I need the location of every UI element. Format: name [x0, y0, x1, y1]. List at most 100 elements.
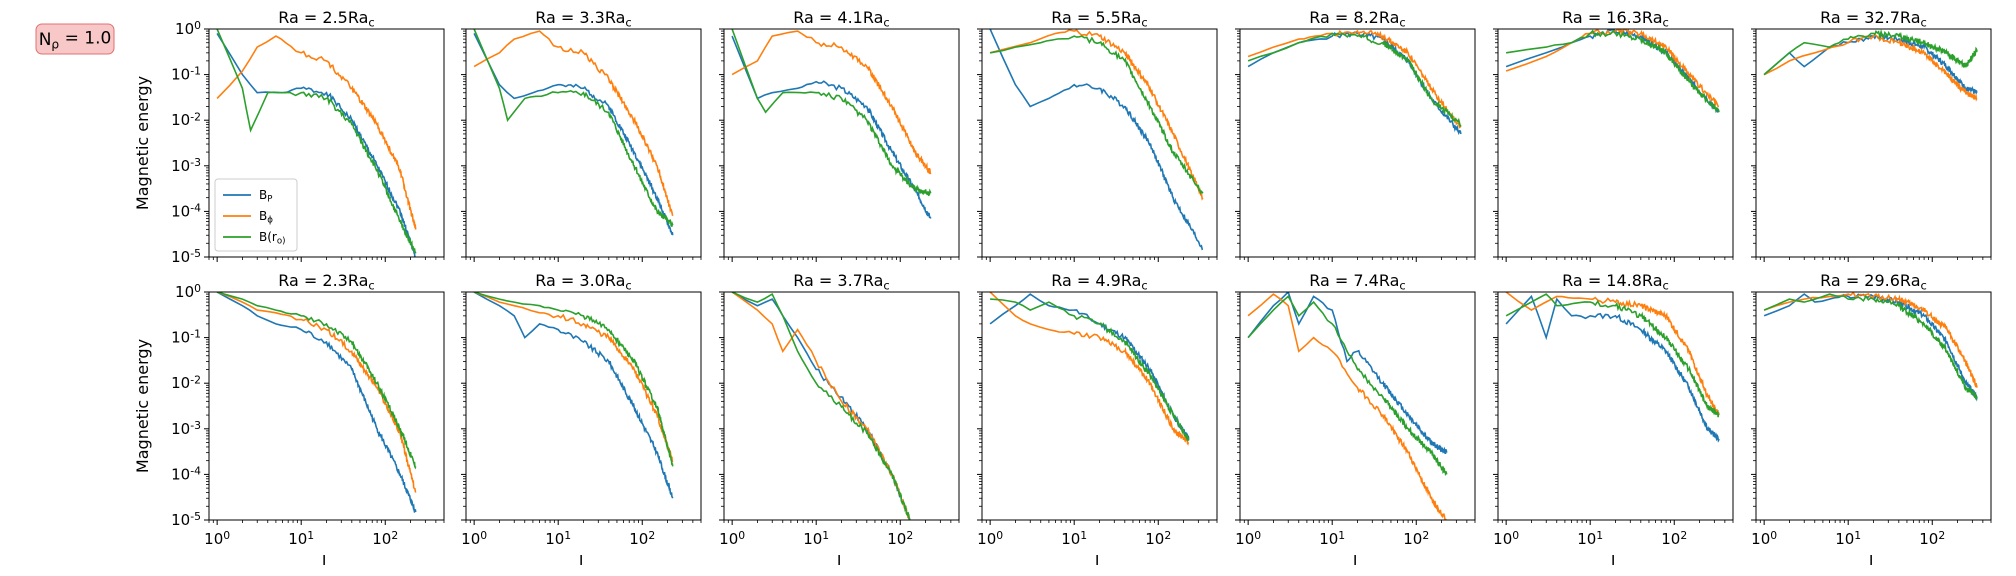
legend-box [214, 178, 298, 252]
series-line-B [731, 292, 911, 520]
series-group [216, 292, 417, 513]
series-line-BP [731, 35, 932, 219]
series-line-B [989, 29, 1204, 201]
series-line-BP [1763, 293, 1978, 402]
x-tick-label: 101​ [1319, 529, 1345, 548]
x-tick-label: 100​ [461, 529, 487, 548]
series-line-Bro [731, 29, 932, 197]
y-tick-label: 10-4​ [171, 202, 201, 221]
series-line-B [1505, 29, 1719, 108]
series-line-Bro [731, 292, 911, 520]
y-tick-label: 10-3​ [171, 419, 201, 438]
panel-14: 100​ 101​ 102​ Ra = 29.6Rac​ [1751, 271, 1992, 565]
series-line-B [1505, 292, 1720, 416]
series-line-Bro [1247, 295, 1448, 477]
series-line-Bro [1505, 293, 1720, 418]
x-tick-label: 100​ [719, 529, 745, 548]
y-tick-label: 10-2​ [171, 373, 201, 392]
axes-frame [981, 291, 1218, 521]
badge-box [35, 23, 115, 55]
series-line-B [216, 35, 417, 230]
series-line-Bro [1247, 32, 1462, 128]
axes-frame [723, 28, 960, 258]
x-tick-label: 102​ [629, 529, 655, 548]
axes-frame [208, 291, 445, 521]
panel-3: Ra = 4.1Rac​ [719, 8, 960, 262]
panel-title: Ra = 2.3Rac​ [278, 271, 375, 292]
series-line-Bro [990, 298, 1190, 442]
series-line-Bro [473, 29, 674, 227]
panel-8: 100​10-1​10-2​10-3​10-4​10-5​100​101​102… [133, 271, 445, 565]
y-tick-label: 10-2​ [171, 110, 201, 129]
series-line-Bro [1763, 29, 1978, 76]
panel-title: Ra = 14.8Rac​ [1562, 271, 1669, 292]
series-line-B [731, 30, 932, 175]
panel-title: Ra = 5.5Rac​ [1051, 8, 1148, 29]
panel-title: Ra = 2.5Rac​ [278, 8, 375, 29]
y-tick-label: 10-3​ [171, 156, 201, 175]
series-line-BP [473, 33, 674, 236]
panel-10: 100​ 101​ 102​ Ra = 3.7Rac​ [719, 271, 960, 565]
y-tick-label: 10-1​ [171, 65, 201, 84]
axes-frame [981, 28, 1218, 258]
x-tick-label: 100​ [1751, 529, 1777, 548]
n-rho-badge: Nρ​ = 1.0 [35, 23, 115, 55]
x-tick-label: 101​ [545, 529, 571, 548]
panel-title: Ra = 3.0Rac​ [535, 271, 632, 292]
x-tick-label: 101​ [288, 529, 314, 548]
series-line-BP [989, 29, 1204, 251]
series-group [1247, 292, 1448, 520]
series-group [1247, 29, 1462, 136]
series-line-B [1247, 29, 1462, 129]
panel-12: 100​ 101​ 102​ Ra = 7.4Rac​ [1235, 271, 1476, 565]
panel-title: Ra = 4.1Rac​ [793, 8, 890, 29]
panel-grid: 100​ 10-1​ 10-2​ 10-3​ 10-4​ 10-5​ Ra = 2.5Rac… [133, 8, 1992, 565]
x-tick-label: 102​ [887, 529, 913, 548]
panel-11: 100​ 101​ 102​ Ra = 4.9Rac​ [977, 271, 1218, 565]
series-line-BP [473, 292, 674, 499]
x-tick-label: 102​ [1403, 529, 1429, 548]
series-group [1763, 29, 1978, 102]
series-line-BP [1247, 292, 1448, 454]
panel-title: Ra = 8.2Rac​ [1309, 8, 1406, 29]
series-line-B [989, 292, 1190, 446]
series-line-BP [731, 292, 911, 520]
series-line-B [1763, 292, 1978, 388]
series-group [1763, 292, 1978, 402]
panel-title: Ra = 4.9Rac​ [1051, 271, 1148, 292]
series-line-BP [1505, 294, 1720, 443]
y-tick-label: 10-5​ [171, 510, 201, 529]
badge-label: Nρ​ = 1.0 [39, 29, 112, 52]
series-group [1505, 29, 1720, 114]
series-group [989, 292, 1190, 446]
series-line-BP [216, 32, 416, 257]
series-group [731, 292, 911, 520]
panel-title: Ra = 32.7Rac​ [1820, 8, 1927, 29]
panel-title: Ra = 7.4Rac​ [1309, 271, 1406, 292]
series-line-B [216, 292, 417, 493]
x-tick-label: 100​ [1235, 529, 1261, 548]
x-tick-label: 102​ [372, 529, 398, 548]
series-group [731, 29, 932, 219]
x-tick-label: 102​ [1145, 529, 1171, 548]
series-group [989, 29, 1204, 251]
panel-2: Ra = 3.3Rac​ [461, 8, 702, 262]
series-line-BP [1247, 31, 1462, 136]
series-line-Bro [473, 292, 674, 467]
y-tick-label: 100​ [175, 282, 201, 301]
axes-frame [1755, 291, 1992, 521]
legend-entry-label: BP​ [259, 188, 272, 205]
panel-13: 100​ 101​ 102​ Ra = 14.8Rac​ [1493, 271, 1734, 565]
series-line-Bro [989, 35, 1204, 195]
x-tick-label: 101​ [1577, 529, 1603, 548]
panel-4: Ra = 5.5Rac​ [977, 8, 1218, 262]
series-line-BP [989, 293, 1190, 440]
x-tick-label: 101​ [1061, 529, 1087, 548]
series-group [1505, 292, 1720, 443]
series-line-B [473, 30, 674, 217]
y-tick-label: 100​ [175, 19, 201, 38]
x-tick-label: 100​ [977, 529, 1003, 548]
axes-frame [1239, 28, 1476, 258]
x-tick-label: 100​ [1493, 529, 1519, 548]
